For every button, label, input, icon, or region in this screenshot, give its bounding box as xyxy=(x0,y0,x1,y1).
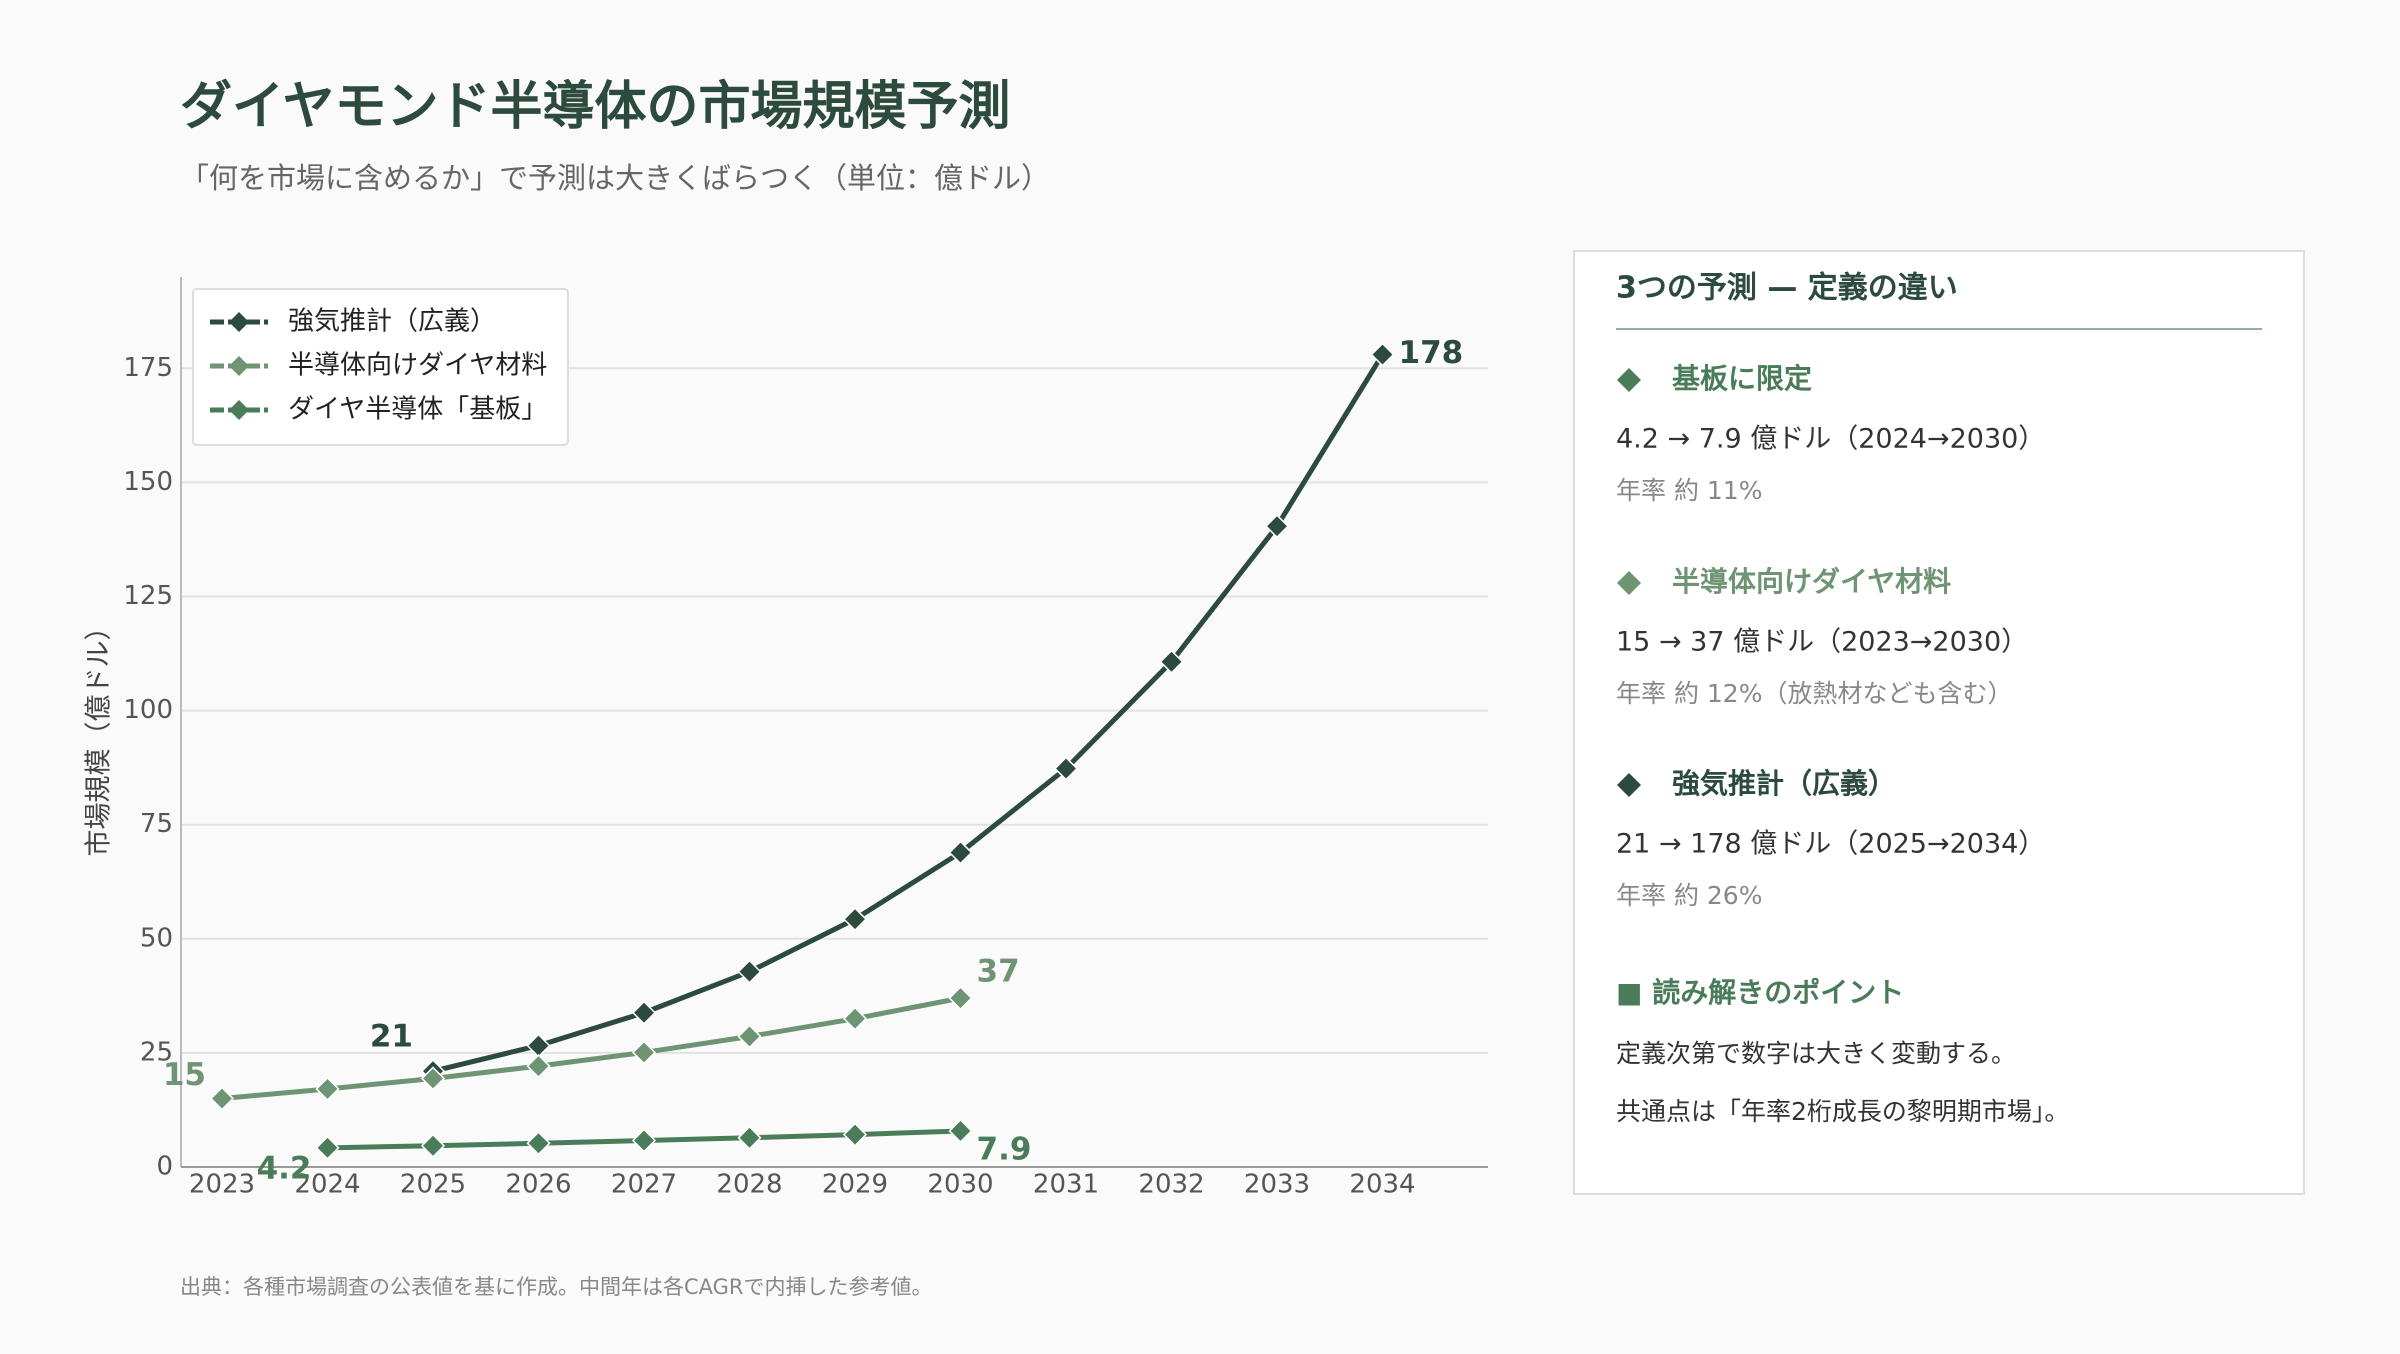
data-label: 21 xyxy=(370,1019,413,1055)
data-point xyxy=(1053,756,1079,781)
title: ダイヤモンド半導体の市場規模予測 xyxy=(180,77,1010,137)
series-line xyxy=(432,353,1385,1074)
panel-detail: 4.2 → 7.9 億ドル（2024→2030） xyxy=(1616,424,2045,455)
data-label: 178 xyxy=(1399,335,1464,371)
data-point xyxy=(526,1131,551,1156)
legend-label: 半導体向けダイヤ材料 xyxy=(288,351,547,381)
panel-marker xyxy=(1617,571,1641,595)
x-tick-label: 2031 xyxy=(1033,1170,1099,1200)
legend-marker xyxy=(229,400,249,420)
y-tick-label: 50 xyxy=(140,923,173,953)
x-tick-label: 2032 xyxy=(1138,1170,1204,1200)
series-line xyxy=(221,995,961,1102)
x-tick-label: 2025 xyxy=(400,1170,466,1200)
legend-label: 強気推計（広義） xyxy=(288,307,496,337)
data-point xyxy=(315,1076,340,1102)
legend-marker xyxy=(229,312,249,332)
point-line: 共通点は「年率2桁成長の黎明期市場」。 xyxy=(1616,1097,2069,1126)
x-tick-label: 2023 xyxy=(189,1170,255,1200)
data-label: 4.2 xyxy=(257,1150,312,1186)
panel-heading: 半導体向けダイヤ材料 xyxy=(1672,565,1951,598)
x-tick-label: 2034 xyxy=(1349,1170,1415,1200)
y-tick-label: 100 xyxy=(123,695,173,725)
y-tick-label: 150 xyxy=(123,467,173,497)
x-tick-label: 2033 xyxy=(1244,1170,1310,1200)
legend-label: ダイヤ半導体「基板」 xyxy=(288,395,547,425)
side-panel xyxy=(1573,250,2305,1195)
panel-detail: 15 → 37 億ドル（2023→2030） xyxy=(1616,627,2028,658)
panel-heading: 基板に限定 xyxy=(1672,362,1812,395)
x-tick-label: 2029 xyxy=(822,1170,888,1200)
panel-detail: 21 → 178 億ドル（2025→2034） xyxy=(1616,829,2045,860)
data-point xyxy=(737,959,762,984)
point-title: ■ 読み解きのポイント xyxy=(1616,976,1904,1009)
legend-box xyxy=(192,288,569,446)
legend-marker xyxy=(229,356,249,376)
data-point xyxy=(631,1000,657,1025)
data-point xyxy=(948,840,973,865)
footer: 出典：各種市場調査の公表値を基に作成。中間年は各CAGRで内挿した参考値。 xyxy=(180,1275,933,1299)
data-point xyxy=(420,1133,446,1158)
x-tick-label: 2030 xyxy=(927,1170,993,1200)
panel-title: 3つの予測 — 定義の違い xyxy=(1616,271,1958,306)
data-point xyxy=(1264,514,1290,539)
data-point xyxy=(948,986,973,1011)
data-point xyxy=(1370,342,1395,367)
data-point xyxy=(209,1086,235,1111)
y-tick-label: 0 xyxy=(156,1152,173,1182)
panel-heading: 強気推計（広義） xyxy=(1672,767,1896,800)
data-point xyxy=(315,1135,340,1160)
data-label: 37 xyxy=(977,954,1020,990)
y-tick-label: 75 xyxy=(140,809,173,839)
panel-marker xyxy=(1617,368,1641,392)
data-point xyxy=(948,1118,973,1144)
panel-marker xyxy=(1617,773,1641,797)
panel-rate: 年率 約 11% xyxy=(1616,476,1762,505)
subtitle: 「何を市場に含めるか」で予測は大きくばらつく（単位：億ドル） xyxy=(180,161,1050,195)
x-tick-label: 2024 xyxy=(294,1170,360,1200)
data-point xyxy=(737,1125,762,1150)
point-line: 定義次第で数字は大きく変動する。 xyxy=(1616,1039,2016,1068)
y-tick-label: 175 xyxy=(123,353,173,383)
data-point xyxy=(737,1024,762,1049)
data-label: 7.9 xyxy=(977,1131,1032,1167)
data-point xyxy=(842,907,868,932)
x-tick-label: 2026 xyxy=(505,1170,571,1200)
panel-rate: 年率 約 26% xyxy=(1616,881,1762,910)
data-point xyxy=(631,1040,657,1065)
data-point xyxy=(420,1066,446,1091)
x-tick-label: 2027 xyxy=(611,1170,677,1200)
y-tick-label: 125 xyxy=(123,581,173,611)
data-point xyxy=(842,1122,868,1147)
data-point xyxy=(631,1128,657,1153)
x-tick-label: 2028 xyxy=(716,1170,782,1200)
panel-rate: 年率 約 12%（放熱材なども含む） xyxy=(1616,679,2012,708)
data-point xyxy=(842,1006,868,1031)
y-tick-label: 25 xyxy=(140,1037,173,1067)
data-point xyxy=(526,1054,551,1079)
y-axis-label: 市場規模（億ドル） xyxy=(84,614,115,857)
data-label: 15 xyxy=(163,1057,206,1093)
data-point xyxy=(1159,649,1184,674)
